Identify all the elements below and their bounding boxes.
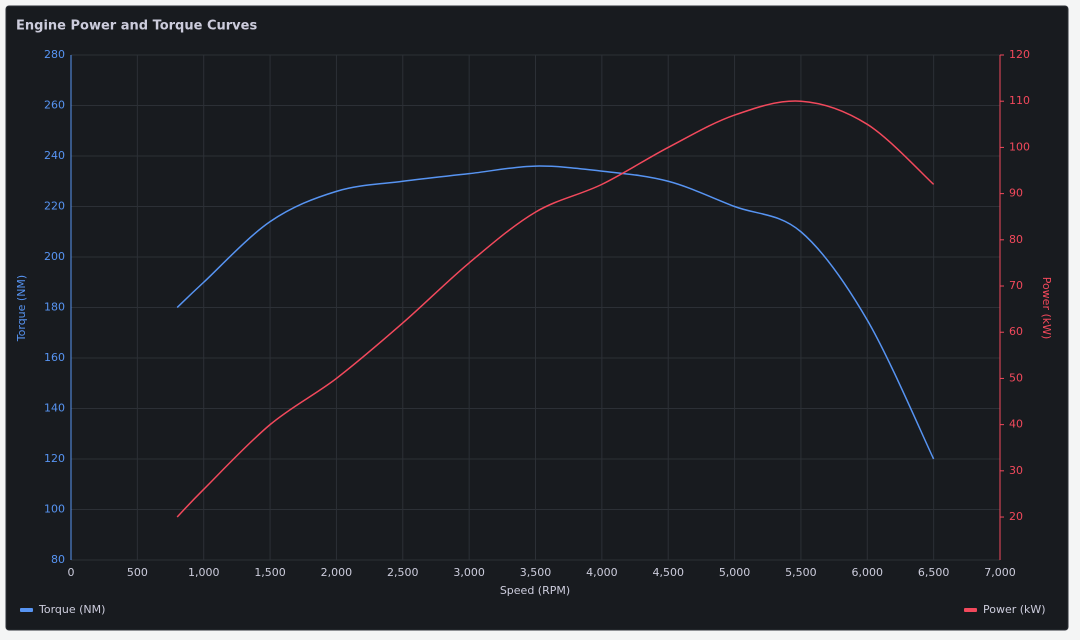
- y2-tick-label: 40: [1009, 418, 1023, 431]
- x-tick-label: 7,000: [984, 566, 1016, 579]
- legend-swatch: [20, 608, 33, 612]
- y2-tick-label: 80: [1009, 233, 1023, 246]
- x-tick-label: 2,000: [321, 566, 353, 579]
- x-axis-label: Speed (RPM): [500, 584, 570, 597]
- y-tick-label: 80: [51, 553, 65, 566]
- y2-tick-label: 120: [1009, 48, 1030, 61]
- y2-tick-label: 60: [1009, 325, 1023, 338]
- x-tick-label: 1,000: [188, 566, 220, 579]
- y2-axis-label: Power (kW): [1040, 277, 1053, 340]
- y-axis-label: Torque (NM): [15, 275, 28, 342]
- y2-tick-label: 30: [1009, 464, 1023, 477]
- x-tick-label: 500: [127, 566, 148, 579]
- y-tick-label: 220: [44, 200, 65, 213]
- y-tick-label: 140: [44, 402, 65, 415]
- y-tick-label: 120: [44, 452, 65, 465]
- x-tick-label: 3,000: [453, 566, 485, 579]
- y2-tick-label: 20: [1009, 510, 1023, 523]
- legend-swatch: [964, 608, 977, 612]
- series-line: [176, 100, 935, 518]
- y-tick-label: 260: [44, 99, 65, 112]
- legend-label: Power (kW): [983, 603, 1046, 616]
- y2-tick-label: 100: [1009, 140, 1030, 153]
- x-tick-label: 2,500: [387, 566, 419, 579]
- y-tick-label: 100: [44, 503, 65, 516]
- x-tick-label: 5,500: [785, 566, 817, 579]
- y-tick-label: 200: [44, 250, 65, 263]
- series-line: [176, 165, 935, 460]
- x-tick-label: 5,000: [719, 566, 751, 579]
- x-tick-label: 6,500: [918, 566, 950, 579]
- legend-label: Torque (NM): [38, 603, 105, 616]
- y2-tick-label: 110: [1009, 94, 1030, 107]
- y2-tick-label: 90: [1009, 187, 1023, 200]
- x-tick-label: 0: [68, 566, 75, 579]
- x-tick-label: 4,500: [652, 566, 684, 579]
- x-tick-label: 4,000: [586, 566, 618, 579]
- y2-tick-label: 70: [1009, 279, 1023, 292]
- x-tick-label: 1,500: [254, 566, 286, 579]
- x-tick-label: 3,500: [520, 566, 552, 579]
- y2-tick-label: 50: [1009, 371, 1023, 384]
- x-tick-label: 6,000: [852, 566, 884, 579]
- y-tick-label: 240: [44, 149, 65, 162]
- y-tick-label: 280: [44, 48, 65, 61]
- y-tick-label: 180: [44, 301, 65, 314]
- panel: [5, 5, 1069, 631]
- chart-title: Engine Power and Torque Curves: [16, 19, 257, 34]
- y-tick-label: 160: [44, 351, 65, 364]
